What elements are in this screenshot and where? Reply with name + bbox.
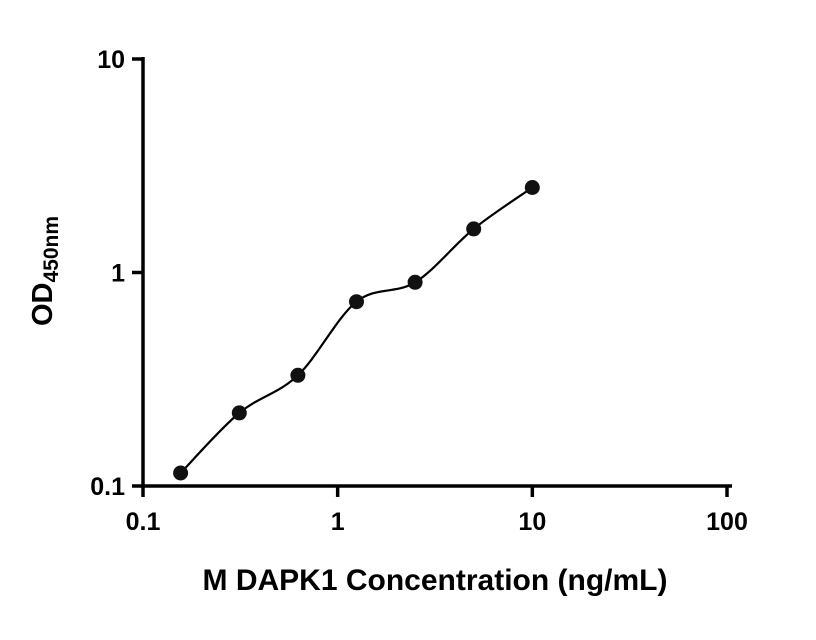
y-tick-label: 1 <box>111 260 125 288</box>
data-point <box>407 274 423 290</box>
data-point <box>173 465 189 481</box>
data-point <box>466 221 482 237</box>
y-tick-label: 10 <box>97 46 125 74</box>
y-axis-title-main: OD <box>27 283 59 327</box>
data-point <box>231 405 247 421</box>
y-axis-title: OD450nm <box>27 216 63 326</box>
y-tick-label: 0.1 <box>90 473 125 501</box>
x-tick-label: 10 <box>518 508 546 536</box>
data-point <box>349 294 364 310</box>
x-tick-label: 1 <box>331 508 345 536</box>
y-axis-title-subscript: 450nm <box>40 216 63 283</box>
series <box>173 180 540 481</box>
x-tick-label: 100 <box>706 508 748 536</box>
x-axis-title: M DAPK1 Concentration (ng/mL) <box>203 564 668 597</box>
data-point <box>524 180 540 195</box>
x-tick-label: 0.1 <box>126 508 161 536</box>
axes: 0.1 1 10 100 0.1 1 10 <box>90 46 748 536</box>
data-point <box>290 367 306 383</box>
